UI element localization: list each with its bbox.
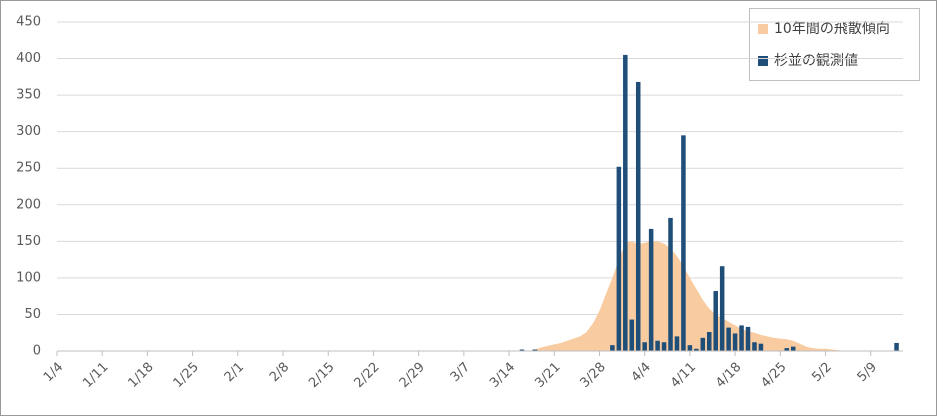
bar	[610, 345, 615, 351]
bar	[629, 319, 635, 351]
bar	[655, 340, 660, 351]
bar	[648, 228, 654, 351]
bar	[694, 348, 699, 351]
bar	[732, 333, 738, 351]
bar	[713, 291, 718, 351]
bar	[642, 342, 647, 351]
bar	[681, 135, 686, 351]
y-tick-label: 350	[16, 88, 41, 103]
bar	[745, 326, 751, 351]
bar	[635, 81, 641, 351]
bar	[726, 327, 731, 351]
bar	[687, 345, 693, 351]
y-tick-label: 250	[16, 161, 41, 176]
legend-label: 杉並の観測値	[774, 52, 858, 69]
y-tick-label: 0	[33, 344, 41, 359]
bar	[739, 325, 744, 351]
legend-swatch	[758, 24, 768, 34]
bar	[623, 54, 628, 352]
bar	[532, 349, 538, 351]
bar	[719, 266, 725, 351]
bar	[894, 342, 899, 351]
y-tick-label: 400	[16, 51, 41, 66]
legend-swatch	[758, 56, 768, 66]
bar	[661, 342, 667, 351]
bar	[668, 217, 673, 351]
y-tick-label: 100	[16, 270, 41, 285]
legend-box	[749, 8, 920, 81]
bar	[706, 331, 712, 351]
y-tick-label: 50	[24, 307, 41, 322]
legend-label: 10年間の飛散傾向	[774, 21, 890, 37]
y-tick-label: 300	[16, 124, 41, 139]
y-tick-label: 200	[16, 197, 41, 212]
bar	[519, 349, 525, 351]
y-tick-label: 450	[16, 15, 41, 30]
bar	[790, 346, 796, 351]
y-tick-label: 150	[16, 234, 41, 249]
area	[57, 241, 903, 351]
bar	[700, 337, 706, 351]
bar	[616, 166, 622, 351]
bar	[752, 342, 757, 351]
bar	[758, 343, 764, 351]
bar	[784, 348, 790, 351]
bar	[674, 336, 680, 351]
